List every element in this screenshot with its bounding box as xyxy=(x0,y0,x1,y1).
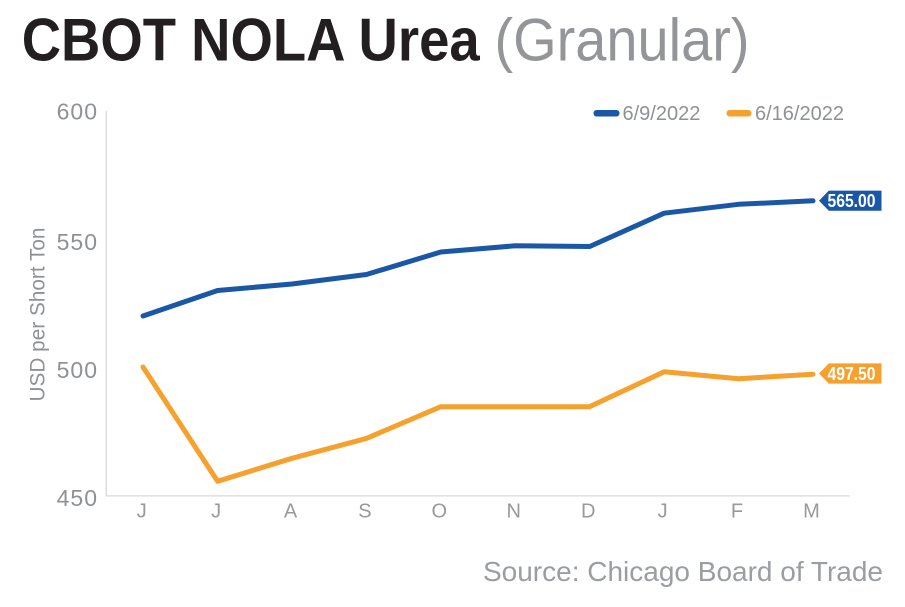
svg-text:A: A xyxy=(284,501,298,523)
svg-text:J: J xyxy=(658,501,668,523)
svg-text:J: J xyxy=(137,501,147,523)
svg-text:J: J xyxy=(211,501,221,523)
svg-text:500: 500 xyxy=(57,357,98,383)
svg-text:450: 450 xyxy=(57,485,98,511)
svg-text:M: M xyxy=(803,501,820,523)
svg-text:565.00: 565.00 xyxy=(828,191,876,211)
svg-text:550: 550 xyxy=(57,229,98,255)
svg-text:O: O xyxy=(432,501,448,523)
svg-text:CBOT NOLA Urea: CBOT NOLA Urea xyxy=(22,6,481,73)
svg-text:497.50: 497.50 xyxy=(828,364,876,384)
svg-text:USD per Short Ton: USD per Short Ton xyxy=(26,228,50,402)
svg-text:S: S xyxy=(358,501,371,523)
svg-text:6/16/2022: 6/16/2022 xyxy=(755,103,844,125)
svg-text:6/9/2022: 6/9/2022 xyxy=(623,103,701,125)
svg-text:N: N xyxy=(506,501,520,523)
svg-text:F: F xyxy=(731,501,743,523)
svg-text:600: 600 xyxy=(57,98,98,124)
svg-text:(Granular): (Granular) xyxy=(495,6,750,73)
svg-text:D: D xyxy=(581,501,595,523)
